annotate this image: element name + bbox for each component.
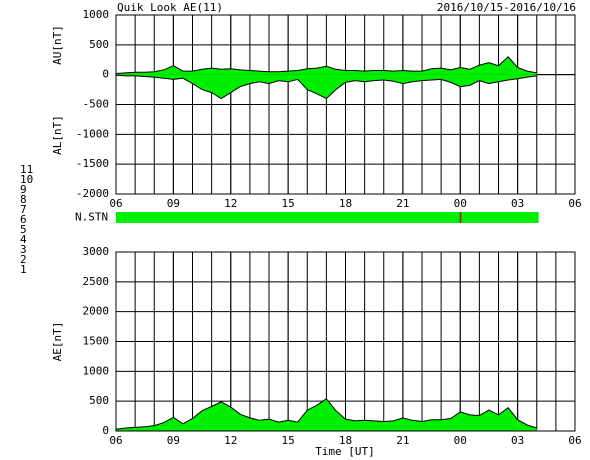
x-tick-label: 12 — [224, 434, 237, 447]
x-tick-label: 06 — [568, 434, 581, 447]
x-tick-label: 18 — [339, 434, 352, 447]
area-outline — [115, 398, 537, 430]
y-tick-label: 1000 — [83, 8, 110, 21]
station-count: 6 — [20, 213, 27, 226]
station-count: 2 — [20, 253, 27, 266]
y-tick-label: 3000 — [83, 245, 110, 258]
station-count: 11 — [20, 163, 33, 176]
y-axis-label: AL[nT] — [51, 115, 64, 155]
y-tick-label: 0 — [102, 424, 109, 437]
y-tick-label: 500 — [89, 38, 109, 51]
y-tick-label: -1000 — [76, 127, 109, 140]
x-tick-label: 00 — [454, 434, 467, 447]
area-outline — [115, 56, 537, 74]
area-fill — [116, 74, 537, 99]
station-strip — [116, 212, 539, 223]
station-count: 3 — [20, 243, 27, 256]
plot-frame — [115, 14, 576, 195]
area-fill — [116, 398, 537, 431]
x-tick-label: 18 — [339, 197, 352, 210]
x-tick-label: 12 — [224, 197, 237, 210]
area-fill — [116, 56, 537, 75]
x-tick-label: 09 — [167, 434, 180, 447]
x-tick-label: 06 — [568, 197, 581, 210]
station-count: 4 — [20, 233, 27, 246]
title: Quik Look AE(11) — [117, 1, 223, 14]
x-tick-label: 09 — [167, 197, 180, 210]
station-count: 5 — [20, 223, 27, 236]
x-tick-label: 06 — [109, 434, 122, 447]
x-tick-label: 21 — [396, 197, 409, 210]
y-tick-label: 1500 — [83, 335, 110, 348]
station-count: 7 — [20, 203, 27, 216]
y-tick-label: 1000 — [83, 364, 110, 377]
plot-frame — [115, 251, 576, 432]
x-tick-label: 15 — [282, 197, 295, 210]
station-count: 1 — [20, 263, 27, 276]
strip-label: N.STN — [75, 211, 108, 224]
y-tick-label: -2000 — [76, 187, 109, 200]
y-tick-label: 2500 — [83, 275, 110, 288]
y-tick-label: -1500 — [76, 157, 109, 170]
station-marker — [459, 212, 462, 223]
y-axis-label: AU[nT] — [51, 25, 64, 65]
x-tick-label: 21 — [396, 434, 409, 447]
x-tick-label: 15 — [282, 434, 295, 447]
station-count: 10 — [20, 173, 33, 186]
x-axis-label: Time [UT] — [315, 445, 375, 458]
x-tick-label: 03 — [511, 434, 524, 447]
area-outline — [115, 74, 537, 100]
date-range: 2016/10/15-2016/10/16 — [437, 1, 576, 14]
x-tick-label: 00 — [454, 197, 467, 210]
y-tick-label: 500 — [89, 394, 109, 407]
y-tick-label: 0 — [102, 68, 109, 81]
y-tick-label: 2000 — [83, 305, 110, 318]
x-tick-label: 06 — [109, 197, 122, 210]
station-count: 9 — [20, 183, 27, 196]
y-axis-label: AE[nT] — [51, 322, 64, 362]
x-tick-label: 03 — [511, 197, 524, 210]
y-tick-label: -500 — [83, 98, 110, 111]
station-count: 8 — [20, 193, 27, 206]
